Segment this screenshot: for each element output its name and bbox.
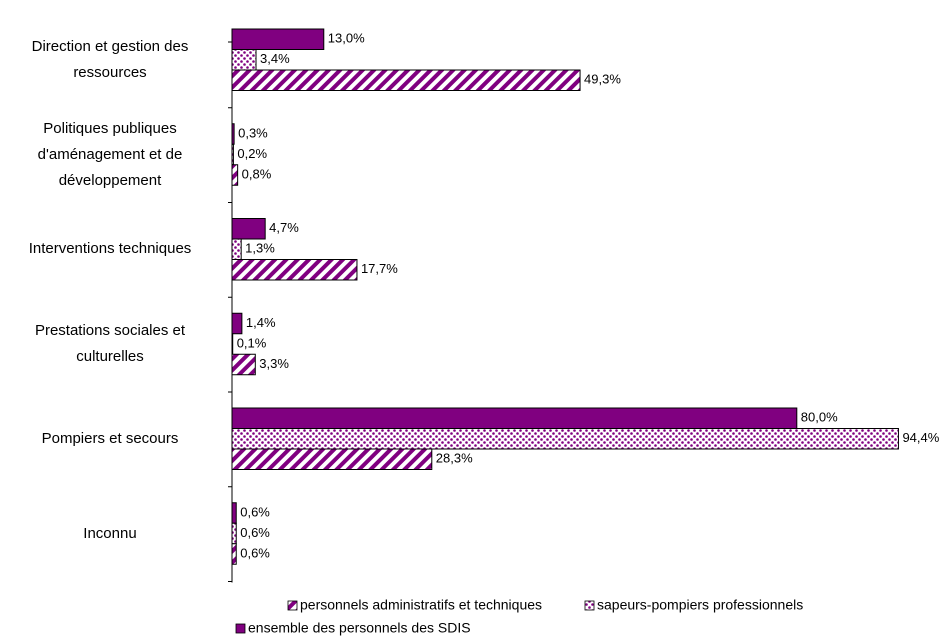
legend-label: personnels administratifs et techniques <box>300 597 542 613</box>
value-label: 1,4% <box>246 315 276 330</box>
bar <box>231 428 899 450</box>
legend-label: ensemble des personnels des SDIS <box>248 620 471 636</box>
legend-swatch <box>235 623 246 634</box>
legend-swatch <box>584 600 595 611</box>
value-label: 17,7% <box>361 261 398 276</box>
legend-swatch <box>287 600 298 611</box>
bar <box>231 49 257 71</box>
category-label: Interventions techniques <box>28 240 192 258</box>
value-label: 28,3% <box>436 451 473 466</box>
bar <box>231 407 798 429</box>
bar <box>231 502 237 524</box>
value-label: 49,3% <box>584 72 621 87</box>
bar <box>231 218 266 240</box>
bar <box>231 259 358 281</box>
category-label: Inconnu <box>83 524 137 542</box>
bar <box>231 543 237 565</box>
bar <box>231 238 242 260</box>
bar <box>231 69 581 91</box>
value-label: 0,6% <box>240 504 270 519</box>
bar <box>231 353 256 376</box>
value-label: 80,0% <box>801 410 838 425</box>
value-label: 0,3% <box>238 125 268 140</box>
value-label: 13,0% <box>328 31 365 46</box>
value-label: 4,7% <box>269 220 299 235</box>
legend-label: sapeurs-pompiers professionnels <box>597 597 803 613</box>
bar <box>231 312 243 335</box>
bar <box>231 522 237 545</box>
value-label: 0,1% <box>237 335 267 350</box>
value-label: 3,4% <box>260 51 290 66</box>
category-label: Direction et gestion des ressources <box>31 37 189 81</box>
value-label: 94,4% <box>902 430 939 445</box>
bar <box>231 164 239 186</box>
bar <box>231 448 433 470</box>
value-label: 0,8% <box>242 166 272 181</box>
category-label: Politiques publiques d'aménagement et de… <box>37 119 183 189</box>
value-label: 0,2% <box>237 146 267 161</box>
value-label: 1,3% <box>245 241 275 256</box>
value-label: 3,3% <box>259 356 289 371</box>
value-label: 0,6% <box>240 525 270 540</box>
bar <box>231 28 325 50</box>
category-label: Pompiers et secours <box>41 429 179 447</box>
value-label: 0,6% <box>240 545 270 560</box>
category-label: Prestations sociales et culturelles <box>34 322 186 365</box>
